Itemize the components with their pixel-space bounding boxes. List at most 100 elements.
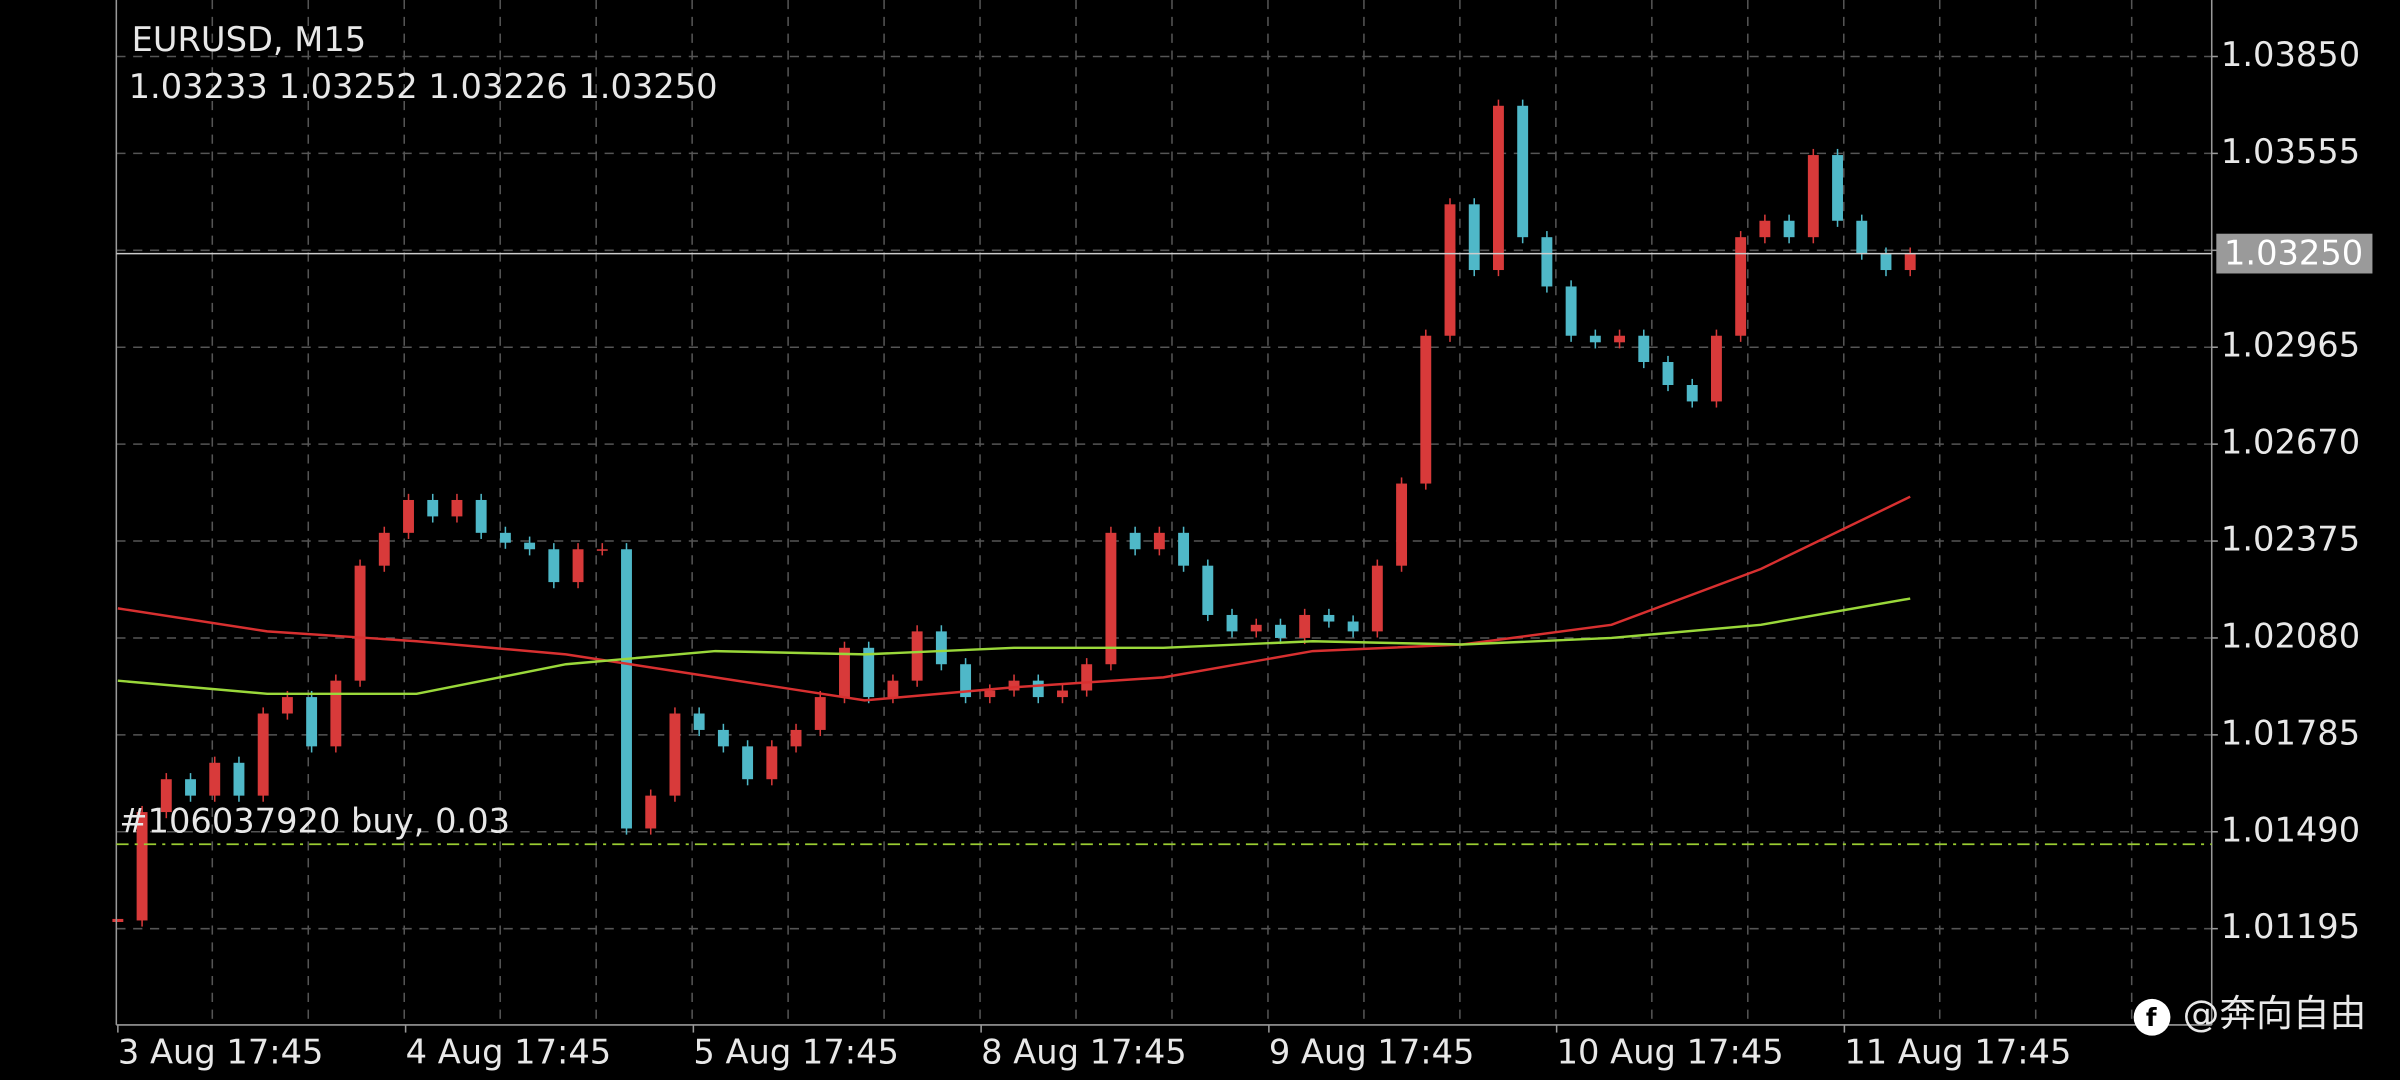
candle [1444, 204, 1456, 336]
candle [669, 713, 681, 796]
candle [136, 812, 148, 921]
y-tick-label: 1.02670 [2221, 423, 2360, 462]
candle [1565, 286, 1577, 336]
y-tick-label: 1.03555 [2221, 132, 2360, 171]
candle [911, 631, 923, 681]
candle [1129, 532, 1141, 550]
candle [887, 680, 899, 698]
candle [1105, 532, 1117, 665]
candle [839, 647, 850, 698]
candle [281, 697, 293, 714]
candle [1783, 220, 1795, 238]
watermark-icon-letter: f [2146, 1003, 2157, 1032]
candle [1323, 614, 1335, 622]
moving-average [117, 597, 1911, 696]
candle [814, 697, 826, 730]
y-tick-label: 1.01785 [2221, 713, 2360, 752]
x-tick-label: 11 Aug 17:45 [1844, 1033, 2071, 1072]
candle [524, 542, 536, 550]
candle [1589, 335, 1601, 343]
x-tick-label: 8 Aug 17:45 [981, 1033, 1187, 1072]
candle [1032, 680, 1044, 698]
y-tick-label: 1.01490 [2221, 810, 2360, 849]
candle [717, 729, 729, 747]
last-price-tag [2216, 233, 2373, 274]
candle [378, 532, 390, 566]
candle [403, 499, 414, 533]
candle [1614, 335, 1626, 343]
y-tick-label: 1.02965 [2221, 326, 2360, 365]
candle [233, 762, 245, 796]
candle [1178, 532, 1190, 566]
candle [766, 746, 778, 780]
candle [1057, 690, 1068, 698]
order-label: #106037920 buy, 0.03 [119, 801, 510, 840]
candle [306, 697, 318, 747]
candle [1347, 621, 1359, 632]
moving-average [117, 495, 1911, 702]
ohlc-text: 1.03233 1.03252 1.03226 1.03250 [129, 67, 718, 106]
candle [1710, 335, 1722, 402]
candle [935, 631, 947, 665]
candle [1735, 237, 1747, 336]
candle [1541, 237, 1553, 287]
candle [1759, 220, 1771, 238]
candle [1081, 664, 1093, 691]
candle [863, 647, 875, 698]
x-tick-label: 4 Aug 17:45 [406, 1033, 612, 1072]
candle [1468, 204, 1480, 271]
x-tick-label: 10 Aug 17:45 [1557, 1033, 1784, 1072]
candle [160, 779, 172, 813]
x-tick-label: 9 Aug 17:45 [1269, 1033, 1475, 1072]
y-tick-label: 1.02375 [2221, 520, 2360, 559]
candle [451, 499, 463, 517]
candle [209, 762, 221, 796]
candle [1638, 335, 1650, 363]
candle [572, 549, 584, 583]
candle [427, 499, 439, 517]
candle [1492, 105, 1504, 271]
candle [1517, 105, 1529, 238]
candle [790, 729, 802, 747]
candle [596, 549, 608, 551]
candle [1904, 253, 1916, 271]
candle [1371, 565, 1383, 632]
candle [693, 713, 705, 730]
candle [1686, 385, 1698, 402]
candle [1832, 155, 1843, 221]
candle [1662, 362, 1674, 386]
y-tick-label: 1.02080 [2221, 616, 2360, 655]
marks [112, 99, 1916, 927]
candle [1299, 614, 1311, 638]
candle [475, 499, 487, 533]
watermark: @奔向自由 [2183, 992, 2367, 1035]
candle [548, 549, 560, 583]
watermark-icon [2133, 998, 2171, 1036]
candle [645, 795, 657, 829]
grid [116, 0, 2212, 1025]
x-tick-label: 5 Aug 17:45 [693, 1033, 899, 1072]
candle [354, 565, 366, 681]
x-tick-label: 3 Aug 17:45 [118, 1033, 324, 1072]
candle [1202, 565, 1214, 615]
candle [257, 713, 269, 796]
candle [1275, 624, 1286, 638]
candle [1226, 614, 1238, 632]
candle [984, 690, 996, 698]
candle [742, 746, 754, 780]
candle [330, 680, 342, 747]
candle [1880, 253, 1892, 271]
symbol-title: EURUSD, M15 [132, 20, 367, 59]
y-tick-label: 1.01195 [2221, 907, 2360, 946]
candle [1856, 220, 1868, 254]
candle [185, 779, 196, 796]
candle [1008, 680, 1020, 691]
candle [960, 664, 972, 698]
candle [1250, 624, 1262, 632]
candle [1396, 483, 1408, 566]
candle [499, 532, 511, 543]
candle [1153, 532, 1165, 550]
